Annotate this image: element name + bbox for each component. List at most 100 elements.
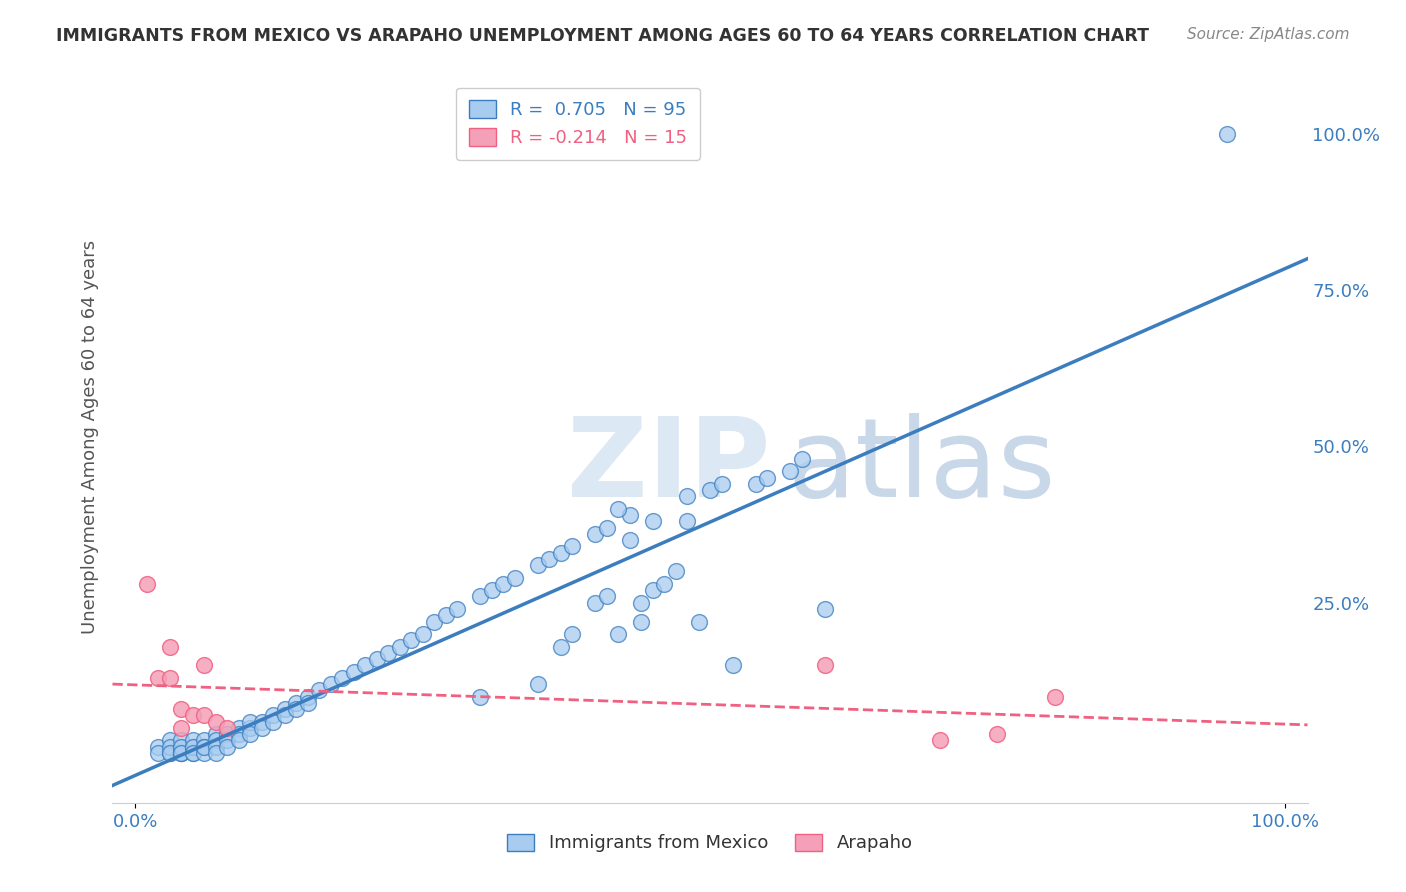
Arapaho bbox=[217, 721, 239, 735]
Text: atlas: atlas bbox=[787, 413, 1056, 520]
Arapaho bbox=[170, 702, 193, 716]
Immigrants from Mexico bbox=[423, 615, 446, 629]
Immigrants from Mexico bbox=[492, 577, 515, 591]
Immigrants from Mexico bbox=[607, 627, 630, 641]
Immigrants from Mexico bbox=[814, 602, 837, 616]
Arapaho bbox=[986, 727, 1008, 741]
Arapaho bbox=[181, 708, 204, 723]
Immigrants from Mexico bbox=[217, 739, 239, 754]
Immigrants from Mexico bbox=[481, 583, 503, 598]
Immigrants from Mexico bbox=[205, 733, 228, 747]
Immigrants from Mexico bbox=[181, 739, 204, 754]
Immigrants from Mexico bbox=[159, 746, 181, 760]
Immigrants from Mexico bbox=[583, 596, 606, 610]
Immigrants from Mexico bbox=[619, 533, 641, 548]
Arapaho bbox=[159, 671, 181, 685]
Immigrants from Mexico bbox=[250, 721, 273, 735]
Immigrants from Mexico bbox=[205, 746, 228, 760]
Immigrants from Mexico bbox=[262, 708, 284, 723]
Immigrants from Mexico bbox=[470, 690, 492, 704]
Immigrants from Mexico bbox=[401, 633, 423, 648]
Immigrants from Mexico bbox=[366, 652, 388, 666]
Immigrants from Mexico bbox=[745, 477, 768, 491]
Immigrants from Mexico bbox=[193, 746, 215, 760]
Arapaho bbox=[193, 708, 215, 723]
Arapaho bbox=[159, 640, 181, 654]
Immigrants from Mexico bbox=[343, 665, 366, 679]
Immigrants from Mexico bbox=[388, 640, 411, 654]
Arapaho bbox=[928, 733, 950, 747]
Immigrants from Mexico bbox=[285, 702, 308, 716]
Immigrants from Mexico bbox=[319, 677, 342, 691]
Immigrants from Mexico bbox=[619, 508, 641, 523]
Immigrants from Mexico bbox=[561, 540, 583, 554]
Immigrants from Mexico bbox=[699, 483, 721, 498]
Immigrants from Mexico bbox=[297, 696, 319, 710]
Immigrants from Mexico bbox=[434, 608, 457, 623]
Arapaho bbox=[205, 714, 228, 729]
Immigrants from Mexico bbox=[710, 477, 733, 491]
Immigrants from Mexico bbox=[538, 552, 561, 566]
Immigrants from Mexico bbox=[148, 746, 170, 760]
Immigrants from Mexico bbox=[550, 640, 572, 654]
Immigrants from Mexico bbox=[193, 739, 215, 754]
Arapaho bbox=[814, 658, 837, 673]
Immigrants from Mexico bbox=[228, 727, 250, 741]
Immigrants from Mexico bbox=[239, 721, 262, 735]
Immigrants from Mexico bbox=[297, 690, 319, 704]
Legend: Immigrants from Mexico, Arapaho: Immigrants from Mexico, Arapaho bbox=[501, 826, 920, 860]
Immigrants from Mexico bbox=[641, 583, 664, 598]
Immigrants from Mexico bbox=[193, 739, 215, 754]
Text: IMMIGRANTS FROM MEXICO VS ARAPAHO UNEMPLOYMENT AMONG AGES 60 TO 64 YEARS CORRELA: IMMIGRANTS FROM MEXICO VS ARAPAHO UNEMPL… bbox=[56, 27, 1149, 45]
Immigrants from Mexico bbox=[412, 627, 434, 641]
Immigrants from Mexico bbox=[239, 714, 262, 729]
Immigrants from Mexico bbox=[159, 739, 181, 754]
Immigrants from Mexico bbox=[228, 721, 250, 735]
Arapaho bbox=[170, 721, 193, 735]
Immigrants from Mexico bbox=[630, 596, 652, 610]
Immigrants from Mexico bbox=[779, 465, 801, 479]
Immigrants from Mexico bbox=[470, 590, 492, 604]
Immigrants from Mexico bbox=[205, 727, 228, 741]
Immigrants from Mexico bbox=[446, 602, 468, 616]
Immigrants from Mexico bbox=[1216, 127, 1239, 141]
Immigrants from Mexico bbox=[330, 671, 353, 685]
Immigrants from Mexico bbox=[274, 702, 297, 716]
Immigrants from Mexico bbox=[550, 546, 572, 560]
Immigrants from Mexico bbox=[526, 677, 548, 691]
Immigrants from Mexico bbox=[159, 746, 181, 760]
Arapaho bbox=[136, 577, 159, 591]
Immigrants from Mexico bbox=[170, 739, 193, 754]
Immigrants from Mexico bbox=[595, 521, 617, 535]
Immigrants from Mexico bbox=[181, 733, 204, 747]
Immigrants from Mexico bbox=[641, 515, 664, 529]
Immigrants from Mexico bbox=[583, 527, 606, 541]
Immigrants from Mexico bbox=[308, 683, 330, 698]
Immigrants from Mexico bbox=[607, 502, 630, 516]
Immigrants from Mexico bbox=[503, 571, 526, 585]
Immigrants from Mexico bbox=[170, 733, 193, 747]
Immigrants from Mexico bbox=[181, 739, 204, 754]
Immigrants from Mexico bbox=[193, 733, 215, 747]
Immigrants from Mexico bbox=[630, 615, 652, 629]
Arapaho bbox=[148, 671, 170, 685]
Immigrants from Mexico bbox=[526, 558, 548, 573]
Immigrants from Mexico bbox=[561, 627, 583, 641]
Immigrants from Mexico bbox=[170, 739, 193, 754]
Immigrants from Mexico bbox=[274, 708, 297, 723]
Immigrants from Mexico bbox=[756, 471, 779, 485]
Immigrants from Mexico bbox=[595, 590, 617, 604]
Immigrants from Mexico bbox=[262, 714, 284, 729]
Text: Source: ZipAtlas.com: Source: ZipAtlas.com bbox=[1187, 27, 1350, 42]
Immigrants from Mexico bbox=[676, 490, 699, 504]
Arapaho bbox=[1043, 690, 1066, 704]
Immigrants from Mexico bbox=[676, 515, 699, 529]
Immigrants from Mexico bbox=[354, 658, 377, 673]
Immigrants from Mexico bbox=[688, 615, 710, 629]
Arapaho bbox=[193, 658, 215, 673]
Immigrants from Mexico bbox=[239, 727, 262, 741]
Immigrants from Mexico bbox=[181, 746, 204, 760]
Y-axis label: Unemployment Among Ages 60 to 64 years: Unemployment Among Ages 60 to 64 years bbox=[80, 240, 98, 634]
Immigrants from Mexico bbox=[652, 577, 675, 591]
Immigrants from Mexico bbox=[377, 646, 399, 660]
